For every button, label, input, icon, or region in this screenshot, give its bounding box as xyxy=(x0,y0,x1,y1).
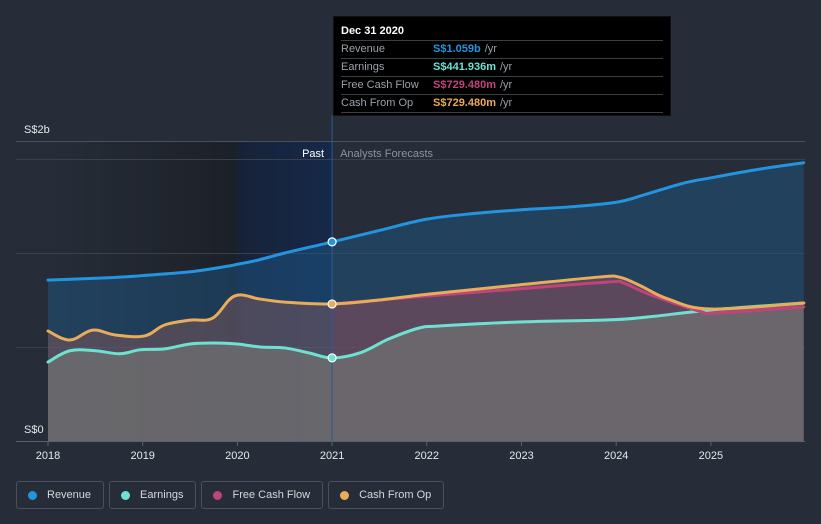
legend-label: Earnings xyxy=(140,489,184,501)
x-tick-label: 2019 xyxy=(130,450,154,462)
x-tick-label: 2022 xyxy=(415,450,439,462)
tooltip-row: Cash From Op S$729.480m/yr xyxy=(341,95,663,113)
earnings-line xyxy=(46,301,806,364)
tooltip-row-value: S$441.936m xyxy=(433,61,496,73)
revenue-marker[interactable] xyxy=(327,237,337,247)
x-tick-label: 2021 xyxy=(320,450,344,462)
free-cash-flow-line xyxy=(330,279,806,316)
x-tick-label: 2024 xyxy=(604,450,628,462)
legend-dot-icon xyxy=(121,490,131,500)
cash-from-op-line xyxy=(46,274,806,342)
tooltip-row-unit: /yr xyxy=(500,61,513,73)
tooltip-row-value: S$729.480m xyxy=(433,79,496,91)
legend-item-revenue[interactable]: Revenue xyxy=(16,481,105,509)
legend-item-free-cash-flow[interactable]: Free Cash Flow xyxy=(201,481,324,509)
forecast-label: Analysts Forecasts xyxy=(340,148,433,160)
x-tick-label: 2023 xyxy=(509,450,533,462)
tooltip-row-value: S$1.059b xyxy=(433,43,481,55)
y-axis-bottom-label: S$0 xyxy=(24,424,44,436)
tooltip-row: Free Cash Flow S$729.480m/yr xyxy=(341,77,663,95)
legend-dot-icon xyxy=(28,490,37,500)
tooltip-row-label: Earnings xyxy=(341,61,385,73)
tooltip-row-label: Free Cash Flow xyxy=(341,79,419,91)
legend-dot-icon xyxy=(340,490,350,500)
legend-item-cash-from-op[interactable]: Cash From Op xyxy=(328,481,445,509)
legend: Revenue Earnings Free Cash Flow Cash From O… xyxy=(16,481,445,509)
earnings-area xyxy=(48,303,804,441)
x-tick-label: 2025 xyxy=(699,450,723,462)
tooltip-row-label: Revenue xyxy=(341,43,386,55)
tooltip-row-label: Cash From Op xyxy=(341,97,414,109)
tooltip-row-unit: /yr xyxy=(484,43,497,55)
legend-dot-icon xyxy=(213,490,223,500)
tooltip-row: Revenue S$1.059b/yr xyxy=(341,41,663,59)
tooltip-row-unit: /yr xyxy=(500,79,513,91)
tooltip-row-unit: /yr xyxy=(500,97,513,109)
y-axis-top-label: S$2b xyxy=(24,124,50,136)
x-tick-label: 2018 xyxy=(36,450,60,462)
revenue-line xyxy=(46,161,806,282)
past-label: Past xyxy=(302,148,324,160)
cash-from-op-marker[interactable] xyxy=(327,299,337,309)
earnings-marker[interactable] xyxy=(327,353,337,363)
tooltip-row: Earnings S$441.936m/yr xyxy=(341,59,663,77)
legend-label: Cash From Op xyxy=(359,489,432,501)
legend-item-earnings[interactable]: Earnings xyxy=(109,481,197,509)
tooltip-date: Dec 31 2020 xyxy=(341,23,663,41)
tooltip-row-value: S$729.480m xyxy=(433,97,496,109)
tooltip: Dec 31 2020 Revenue S$1.059b/yr Earnings S$… xyxy=(333,16,671,116)
x-tick-label: 2020 xyxy=(225,450,249,462)
legend-label: Free Cash Flow xyxy=(232,489,311,501)
legend-label: Revenue xyxy=(47,489,92,501)
